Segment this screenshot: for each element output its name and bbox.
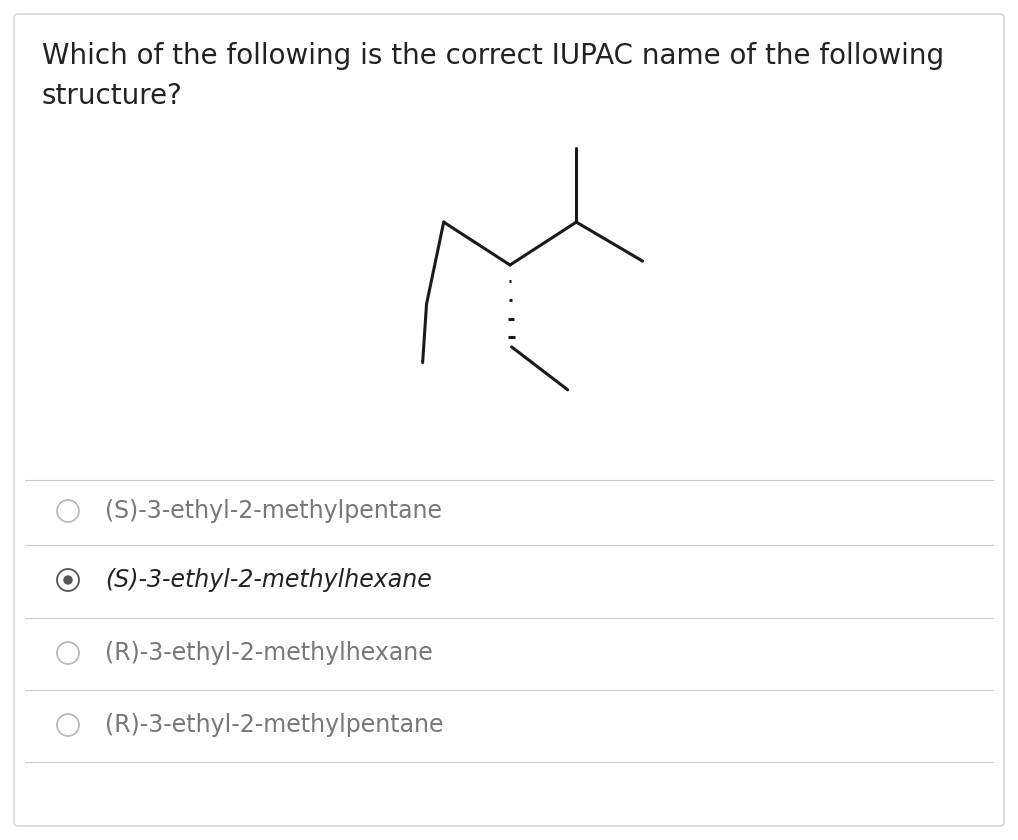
FancyBboxPatch shape <box>14 14 1004 826</box>
Text: (R)-3-ethyl-2-methylhexane: (R)-3-ethyl-2-methylhexane <box>105 641 433 665</box>
Text: (S)-3-ethyl-2-methylpentane: (S)-3-ethyl-2-methylpentane <box>105 499 442 523</box>
Text: (S)-3-ethyl-2-methylhexane: (S)-3-ethyl-2-methylhexane <box>105 568 432 592</box>
Text: Which of the following is the correct IUPAC name of the following: Which of the following is the correct IU… <box>42 42 944 70</box>
Text: structure?: structure? <box>42 82 183 110</box>
Text: (R)-3-ethyl-2-methylpentane: (R)-3-ethyl-2-methylpentane <box>105 713 444 737</box>
Circle shape <box>64 576 72 584</box>
